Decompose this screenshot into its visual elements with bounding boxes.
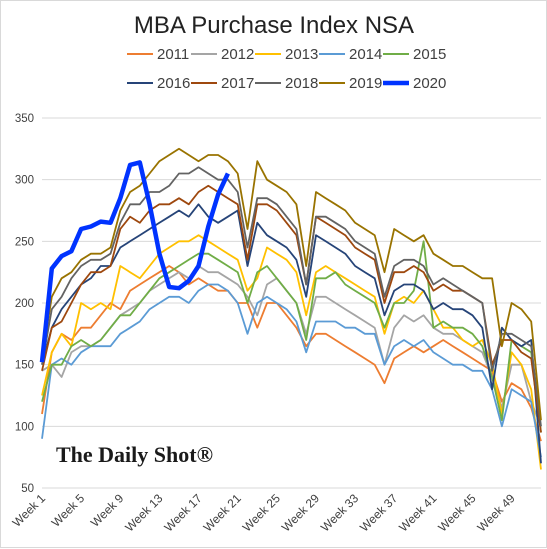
legend: 2011 2012 2013 2014 2015 2016 2017 2018 2019 2020 — [127, 46, 446, 92]
x-tick-label: Week 49 — [475, 491, 518, 534]
x-tick-label: Week 9 — [88, 491, 127, 530]
series-line-2012 — [41, 265, 542, 427]
y-tick-label: 100 — [15, 421, 34, 433]
series-line-2019 — [41, 147, 542, 421]
series-line-2011 — [41, 265, 542, 442]
x-tick-label: Week 5 — [49, 491, 88, 530]
x-tick-label: Week 37 — [357, 491, 400, 534]
series-line-2016 — [41, 203, 542, 464]
series-line-2017 — [41, 184, 542, 433]
chart-title: MBA Purchase Index NSA — [134, 12, 414, 39]
watermark: The Daily Shot® — [56, 442, 213, 467]
x-tick-label: Week 21 — [201, 491, 244, 534]
series-line-2018 — [41, 166, 542, 427]
legend-label-2012: 2012 — [221, 46, 254, 63]
x-tick-label: Week 45 — [435, 491, 478, 534]
x-tick-label: Week 13 — [122, 491, 165, 534]
legend-label-2016: 2016 — [157, 75, 190, 92]
y-tick-label: 50 — [21, 483, 34, 495]
y-tick-label: 150 — [15, 360, 34, 372]
legend-label-2014: 2014 — [349, 46, 382, 63]
series-line-2013 — [41, 234, 542, 470]
x-tick-label: Week 17 — [161, 491, 204, 534]
y-tick-label: 200 — [15, 298, 34, 310]
x-tick-label: Week 25 — [240, 491, 283, 534]
y-tick-label: 250 — [15, 236, 34, 248]
legend-label-2011: 2011 — [157, 46, 189, 63]
legend-label-2015: 2015 — [413, 46, 446, 63]
x-tick-label: Week 29 — [279, 491, 322, 534]
legend-label-2020: 2020 — [413, 75, 446, 92]
gridlines — [42, 117, 541, 489]
series-line-2020 — [39, 160, 230, 363]
legend-label-2013: 2013 — [285, 46, 318, 63]
series-line-2015 — [41, 240, 542, 433]
x-tick-label: Week 1 — [10, 491, 49, 530]
series-lines — [39, 147, 542, 470]
x-tick-label: Week 33 — [318, 491, 361, 534]
y-tick-label: 300 — [15, 175, 34, 187]
series-line-2014 — [41, 283, 542, 458]
legend-label-2019: 2019 — [349, 75, 382, 92]
x-tick-label: Week 41 — [396, 491, 439, 534]
y-tick-label: 350 — [15, 113, 34, 125]
y-axis: 50 100 150 200 250 300 350 — [15, 113, 34, 495]
legend-label-2018: 2018 — [285, 75, 318, 92]
legend-label-2017: 2017 — [221, 75, 254, 92]
